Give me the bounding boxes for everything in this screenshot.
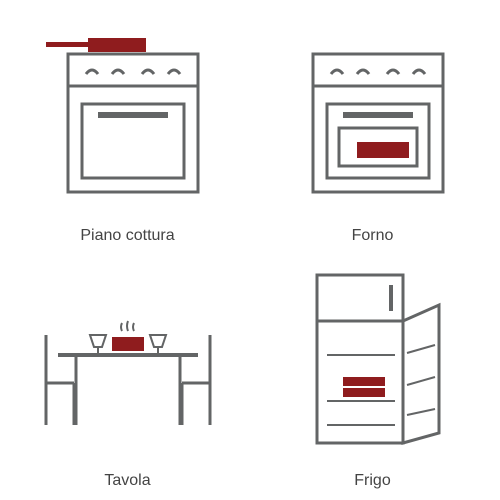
cooktop-icon	[10, 10, 245, 219]
oven-label: Forno	[352, 227, 394, 245]
table-cell: Tavola	[10, 255, 245, 490]
oven-cell: Forno	[255, 10, 490, 245]
oven-icon	[255, 10, 490, 219]
fridge-icon	[255, 255, 490, 464]
cooktop-cell: Piano cottura	[10, 10, 245, 245]
table-icon	[10, 255, 245, 464]
cooktop-label: Piano cottura	[80, 227, 174, 245]
fridge-label: Frigo	[354, 472, 390, 490]
table-label: Tavola	[104, 472, 150, 490]
fridge-cell: Frigo	[255, 255, 490, 490]
